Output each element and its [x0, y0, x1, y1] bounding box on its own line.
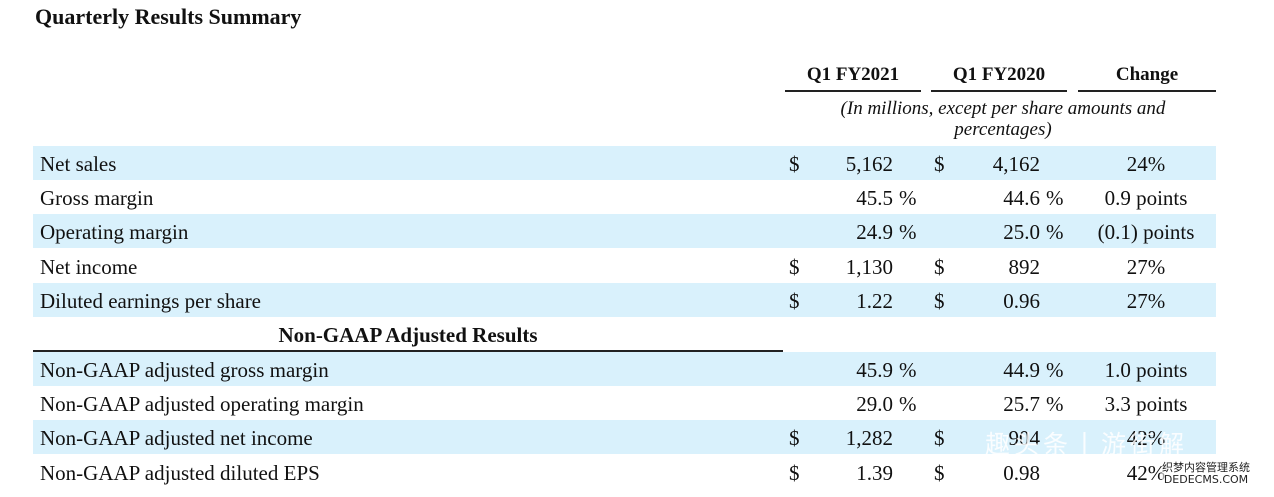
row-label: Gross margin [40, 186, 154, 210]
value-q1-fy2021: 29.0 [856, 392, 893, 416]
row-label: Net income [40, 255, 138, 279]
value-q1-fy2021: 45.5 [856, 186, 893, 210]
row-label: Non-GAAP adjusted operating margin [40, 392, 364, 416]
value-change: 27% [1126, 289, 1166, 313]
value-q1-fy2020: 44.9 [1003, 358, 1040, 382]
currency-symbol: $ [934, 289, 945, 313]
column-header-change: Change [1078, 64, 1216, 92]
value-q1-fy2020: 904 [1008, 426, 1041, 450]
currency-symbol: $ [789, 152, 800, 176]
table-row: Net sales $ 5,162 $ 4,162 24% [33, 146, 1216, 180]
value-change: (0.1) points [1097, 220, 1195, 244]
currency-symbol: $ [789, 426, 800, 450]
currency-symbol: $ [934, 152, 945, 176]
column-header-q1-fy2021: Q1 FY2021 [785, 64, 921, 92]
value-q1-fy2021: 5,162 [845, 152, 893, 176]
value-q1-fy2021: 45.9 [856, 358, 893, 382]
table-row: Non-GAAP adjusted diluted EPS $ 1.39 $ 0… [33, 455, 1216, 489]
percent-sign: % [899, 392, 917, 416]
value-q1-fy2021: 1,282 [845, 426, 893, 450]
currency-symbol: $ [934, 255, 945, 279]
value-q1-fy2020: 0.96 [1003, 289, 1040, 313]
currency-symbol: $ [789, 289, 800, 313]
column-header-q1-fy2020: Q1 FY2020 [931, 64, 1067, 92]
site-watermark-cn: 织梦内容管理系统 [1162, 461, 1250, 474]
value-change: 27% [1126, 255, 1166, 279]
section-heading: Non-GAAP Adjusted Results [33, 318, 783, 352]
percent-sign: % [1046, 186, 1064, 210]
value-q1-fy2021: 1.39 [856, 461, 893, 485]
value-q1-fy2021: 1,130 [845, 255, 893, 279]
value-change: 3.3 points [1104, 392, 1188, 416]
table-row: Non-GAAP adjusted net income $ 1,282 $ 9… [33, 420, 1216, 454]
table-row: Non-GAAP adjusted operating margin 29.0 … [33, 386, 1216, 420]
watermark-text: 趣头条丨游街解 [985, 430, 1189, 459]
value-change: 42% [1126, 461, 1166, 485]
value-change: 0.9 points [1104, 186, 1188, 210]
value-q1-fy2020: 25.0 [1003, 220, 1040, 244]
units-note: (In millions, except per share amounts a… [840, 98, 1166, 140]
percent-sign: % [1046, 392, 1064, 416]
row-label: Non-GAAP adjusted gross margin [40, 358, 329, 382]
table-row: Gross margin 45.5 % 44.6 % 0.9 points [33, 180, 1216, 214]
value-change: 1.0 points [1104, 358, 1188, 382]
row-label: Non-GAAP adjusted diluted EPS [40, 461, 320, 485]
table-row: Operating margin 24.9 % 25.0 % (0.1) poi… [33, 214, 1216, 248]
value-q1-fy2020: 892 [1008, 255, 1041, 279]
value-change: 24% [1126, 152, 1166, 176]
table-row: Net income $ 1,130 $ 892 27% [33, 249, 1216, 283]
value-q1-fy2020: 0.98 [1003, 461, 1040, 485]
value-q1-fy2020: 4,162 [992, 152, 1040, 176]
percent-sign: % [899, 186, 917, 210]
percent-sign: % [1046, 358, 1064, 382]
row-label: Operating margin [40, 220, 189, 244]
value-change: 42% [1126, 426, 1166, 450]
row-label: Diluted earnings per share [40, 289, 262, 313]
currency-symbol: $ [789, 255, 800, 279]
row-label: Non-GAAP adjusted net income [40, 426, 313, 450]
table-row: Diluted earnings per share $ 1.22 $ 0.96… [33, 283, 1216, 317]
currency-symbol: $ [934, 461, 945, 485]
percent-sign: % [899, 220, 917, 244]
value-q1-fy2021: 24.9 [856, 220, 893, 244]
page-title: Quarterly Results Summary [35, 4, 302, 29]
value-q1-fy2021: 1.22 [856, 289, 893, 313]
percent-sign: % [899, 358, 917, 382]
table-row: Non-GAAP adjusted gross margin 45.9 % 44… [33, 352, 1216, 386]
row-label: Net sales [40, 152, 117, 176]
percent-sign: % [1046, 220, 1064, 244]
value-q1-fy2020: 44.6 [1003, 186, 1040, 210]
currency-symbol: $ [934, 426, 945, 450]
value-q1-fy2020: 25.7 [1003, 392, 1040, 416]
site-watermark: 织梦内容管理系统 DEDECMS.COM [1162, 462, 1250, 486]
currency-symbol: $ [789, 461, 800, 485]
site-watermark-domain: DEDECMS.COM [1163, 473, 1249, 486]
